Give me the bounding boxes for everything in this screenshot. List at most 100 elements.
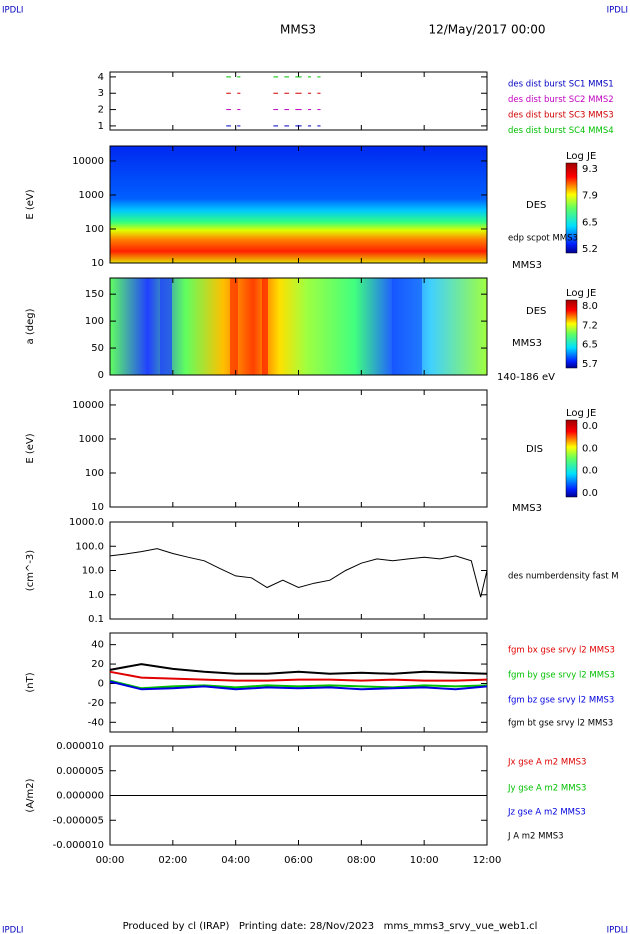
y-tick-label: 0.1 [88,614,104,625]
colorbar-title: Log JE [566,288,596,299]
panel-label: DES [526,306,546,317]
colorbar [565,162,578,254]
colorbar-title: Log JE [566,151,596,162]
date: 12/May/2017 00:00 [428,23,545,37]
legend-entry: des dist burst SC1 MMS1 [508,80,614,90]
colorbar-tick-label: 7.9 [582,191,598,202]
colorbar-tick-label: 6.5 [582,217,598,228]
corner-mark: IPDLI [607,6,628,16]
corner-mark: IPDLI [2,926,23,934]
colorbar-tick-label: 9.3 [582,164,598,175]
y-tick-label: 0 [98,678,104,689]
legend-entry: fgm bz gse srvy l2 MMS3 [508,696,614,706]
data-line [109,680,488,691]
y-tick-label: -0.000010 [53,840,104,851]
colorbar-tick-label: 7.2 [582,320,598,331]
legend-entry: Jy gse A m2 MMS3 [507,784,586,794]
panel-label: MMS3 [512,260,542,271]
y-tick-label: 1000 [79,434,104,445]
x-tick-label: 06:00 [284,855,313,866]
legend-entry: fgm by gse srvy l2 MMS3 [508,671,615,681]
colorbar-tick-label: 0.0 [582,421,598,432]
y-tick-label: 0.000000 [56,791,104,802]
data-line [109,670,488,682]
y-tick-label: 0 [98,370,104,381]
x-tick-label: 02:00 [158,855,187,866]
legend-entry: fgm bt gse srvy l2 MMS3 [508,719,613,729]
y-tick-label: 10000 [72,400,104,411]
y-tick-label: 100 [85,224,104,235]
colorbar-tick-label: 5.2 [582,244,598,255]
y-tick-label: 3 [98,88,104,99]
colorbar-tick-label: 8.0 [582,301,598,312]
colorbar-tick-label: 0.0 [582,466,598,477]
legend-entry: des dist burst SC4 MMS4 [508,126,614,136]
colorbar-tick-label: 6.5 [582,340,598,351]
y-tick-label: 1 [98,121,104,132]
y-tick-label: 10000 [72,156,104,167]
x-tick-label: 12:00 [473,855,502,866]
y-tick-label: -20 [88,698,104,709]
y-tick-label: 0.000010 [56,741,104,752]
data-line [109,663,488,675]
panel-label: 140-186 eV [497,372,555,383]
legend-entry: des dist burst SC2 MMS2 [508,95,614,105]
panel-frame [109,521,488,620]
panel-label: MMS3 [512,338,542,349]
y-tick-label: 50 [91,343,104,354]
y-tick-label: 100 [85,468,104,479]
panel-frame [109,389,488,508]
legend-entry: des numberdensity fast M [508,572,619,582]
panel-frame [109,632,488,733]
y-tick-label: -40 [88,717,104,728]
y-axis-label: (A/m2) [25,778,36,812]
y-axis-label: E (eV) [25,433,36,463]
footer: Produced by cl (IRAP) Printing date: 28/… [123,921,538,932]
y-tick-label: 2 [98,105,104,116]
spectrogram-stripe [262,278,268,375]
corner-mark: IPDLI [607,926,628,934]
y-axis-label: (nT) [25,672,36,692]
legend-entry: des dist burst SC3 MMS3 [508,111,614,121]
y-tick-label: 10 [91,502,104,513]
data-line [109,548,488,598]
x-tick-label: 08:00 [347,855,376,866]
y-tick-label: 10.0 [82,566,104,577]
legend-entry: Jz gse A m2 MMS3 [507,808,586,818]
colorbar [565,299,578,369]
y-tick-label: 0.000005 [56,766,104,777]
y-tick-label: 100.0 [75,541,104,552]
y-tick-label: 1000 [79,190,104,201]
y-tick-label: 1.0 [88,590,104,601]
y-axis-label: E (eV) [25,189,36,219]
y-tick-label: 10 [91,258,104,269]
y-tick-label: 150 [85,289,104,300]
colorbar-tick-label: 5.7 [582,359,598,370]
colorbar-tick-label: 0.0 [582,488,598,499]
y-tick-label: 40 [91,640,104,651]
spacecraft: MMS3 [280,23,316,37]
panel-frame [109,71,488,131]
panel-label: MMS3 [512,503,542,514]
panel-label: edp scpot MMS3 [508,234,578,244]
colorbar [565,419,578,498]
spectrogram-stripe [160,278,172,375]
corner-mark: IPDLI [2,6,23,16]
y-tick-label: -0.000005 [53,815,104,826]
x-tick-label: 04:00 [221,855,250,866]
y-tick-label: 100 [85,316,104,327]
y-tick-label: 1000.0 [69,517,104,528]
x-tick-label: 10:00 [410,855,439,866]
spectrogram-image [110,278,487,375]
y-tick-label: 20 [91,659,104,670]
legend-entry: J A m2 MMS3 [507,832,564,842]
y-axis-label: a (deg) [25,308,36,344]
data-line [109,679,488,690]
panel-label: DIS [526,444,543,455]
colorbar-title: Log JE [566,408,596,419]
colorbar-tick-label: 0.0 [582,443,598,454]
spectrogram-stripe [230,278,238,375]
panel-label: DES [526,200,546,211]
legend-entry: fgm bx gse srvy l2 MMS3 [508,646,615,656]
